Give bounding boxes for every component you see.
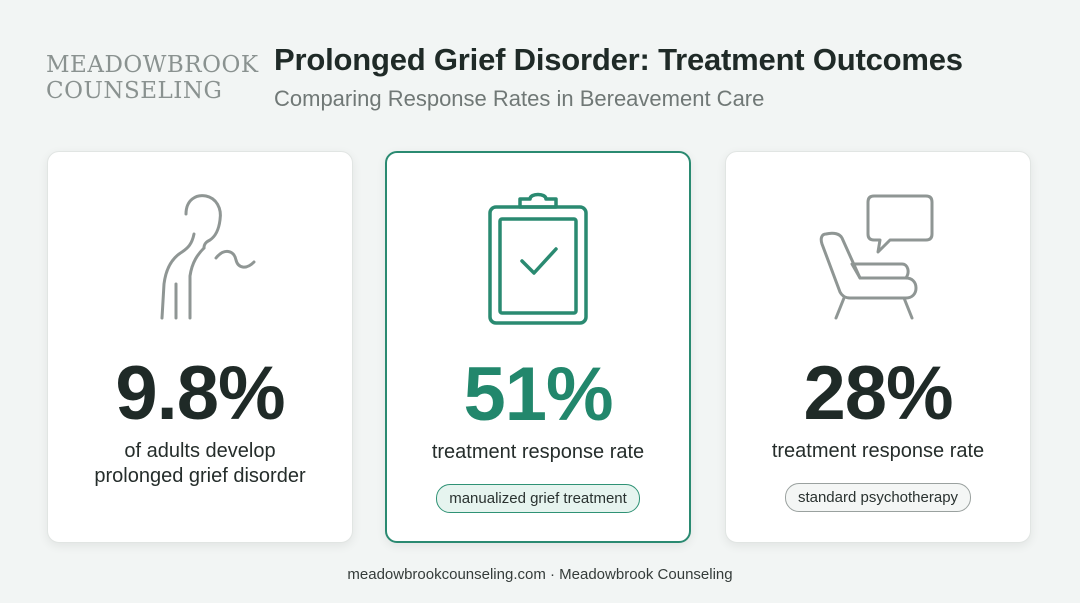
footer-credit: meadowbrookcounseling.com · Meadowbrook … xyxy=(347,566,733,583)
grieving-person-icon xyxy=(48,188,352,328)
treatment-tag-label: standard psychotherapy xyxy=(784,483,972,512)
stat-description-line-1: of adults develop xyxy=(124,440,276,462)
treatment-tag: standard psychotherapy xyxy=(726,483,1030,512)
stat-description: of adults develop prolonged grief disord… xyxy=(58,439,342,489)
stat-description: treatment response rate xyxy=(771,440,985,462)
page-subtitle: Comparing Response Rates in Bereavement … xyxy=(274,86,765,111)
stat-card-manualized-treatment: 51% treatment response rate manualized g… xyxy=(385,151,691,543)
stat-value: 9.8% xyxy=(115,351,285,436)
stat-value: 28% xyxy=(803,351,953,436)
stat-description-line-2: prolonged grief disorder xyxy=(94,465,306,487)
page-title: Prolonged Grief Disorder: Treatment Outc… xyxy=(274,42,963,77)
treatment-tag: manualized grief treatment xyxy=(387,484,689,513)
clipboard-check-icon xyxy=(387,189,689,329)
logo-line-2: COUNSELING xyxy=(46,78,223,104)
stat-value: 51% xyxy=(463,352,613,437)
stat-description: treatment response rate xyxy=(431,441,645,463)
brand-logo: MEADOWBROOK COUNSELING xyxy=(46,52,259,104)
armchair-speech-icon xyxy=(726,188,1030,328)
stat-card-prevalence: 9.8% of adults develop prolonged grief d… xyxy=(47,151,353,543)
treatment-tag-label: manualized grief treatment xyxy=(436,484,640,513)
logo-line-1: MEADOWBROOK xyxy=(46,52,259,78)
stat-card-standard-psychotherapy: 28% treatment response rate standard psy… xyxy=(725,151,1031,543)
